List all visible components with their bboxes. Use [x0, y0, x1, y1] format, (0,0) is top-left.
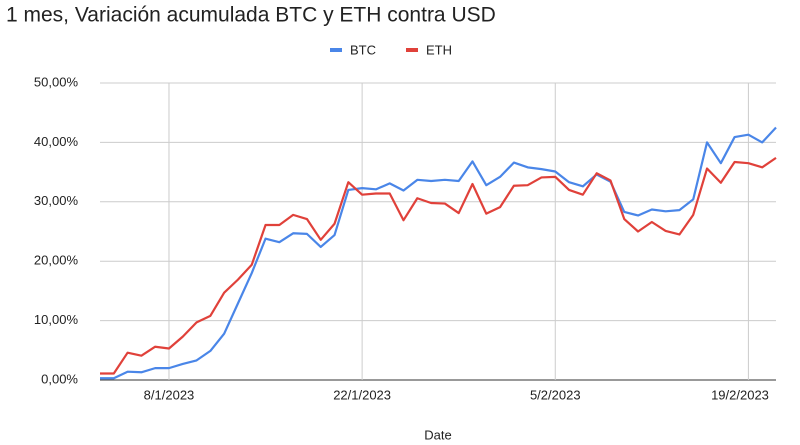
- x-tick-label: 22/1/2023: [333, 387, 391, 402]
- chart-title: 1 mes, Variación acumulada BTC y ETH con…: [6, 4, 496, 27]
- y-tick-label: 30,00%: [34, 193, 79, 208]
- x-axis-label: Date: [424, 427, 451, 442]
- series-line: [100, 126, 777, 380]
- y-tick-label: 10,00%: [34, 312, 79, 327]
- y-tick-label: 0,00%: [41, 371, 78, 386]
- y-tick-label: 40,00%: [34, 134, 79, 149]
- y-tick-label: 20,00%: [34, 253, 79, 268]
- y-tick-label: 50,00%: [34, 74, 79, 89]
- legend-label: BTC: [350, 42, 376, 57]
- series-line: [100, 156, 777, 375]
- x-tick-label: 5/2/2023: [530, 387, 581, 402]
- legend-label: ETH: [426, 42, 452, 57]
- x-tick-label: 8/1/2023: [144, 387, 195, 402]
- x-tick-label: 19/2/2023: [711, 387, 769, 402]
